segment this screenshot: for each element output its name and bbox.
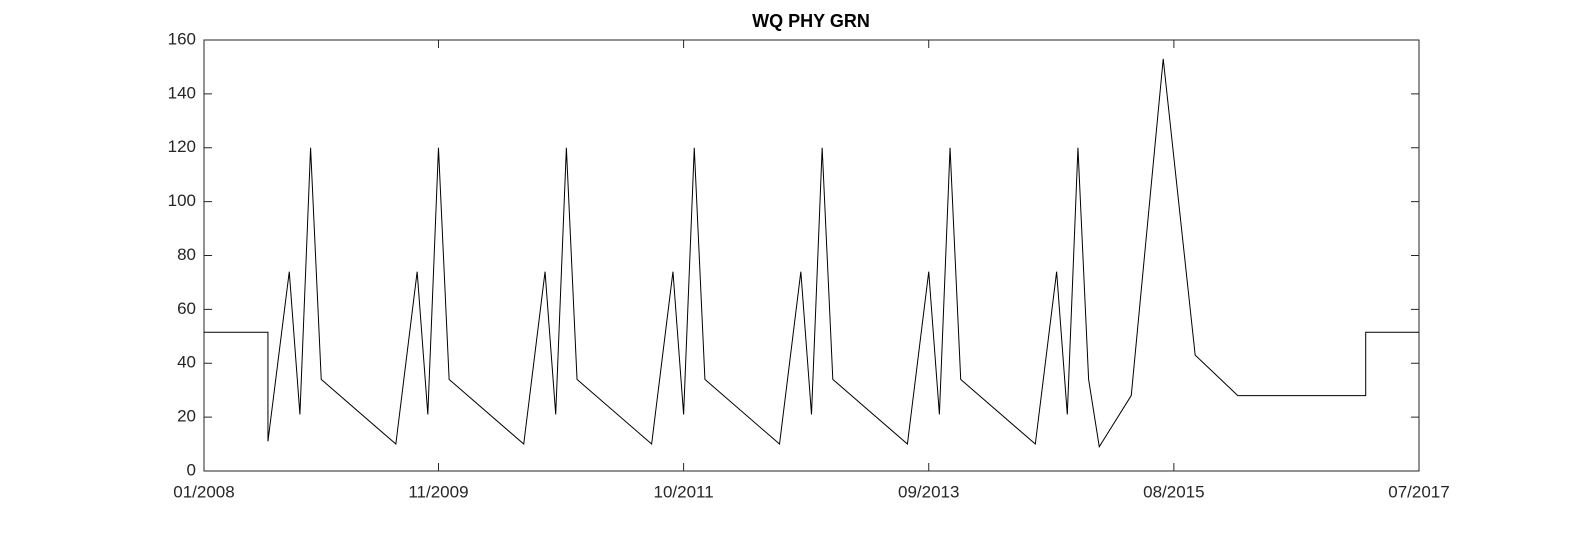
- y-tick-label: 20: [177, 407, 196, 426]
- y-tick-label: 80: [177, 245, 196, 264]
- x-tick-label: 07/2017: [1388, 482, 1449, 501]
- y-tick-label: 120: [168, 137, 196, 156]
- y-tick-label: 100: [168, 191, 196, 210]
- x-tick-label: 01/2008: [173, 482, 234, 501]
- y-tick-label: 140: [168, 83, 196, 102]
- x-tick-label: 10/2011: [654, 482, 714, 501]
- y-tick-label: 160: [168, 29, 196, 48]
- x-tick-label: 09/2013: [898, 482, 959, 501]
- y-tick-label: 0: [187, 460, 196, 479]
- x-tick-label: 11/2009: [408, 482, 468, 501]
- y-tick-label: 40: [177, 353, 196, 372]
- x-tick-label: 08/2015: [1143, 482, 1204, 501]
- y-tick-label: 60: [177, 299, 196, 318]
- data-line: [204, 58, 1419, 449]
- chart-title: WQ PHY GRN: [752, 11, 870, 31]
